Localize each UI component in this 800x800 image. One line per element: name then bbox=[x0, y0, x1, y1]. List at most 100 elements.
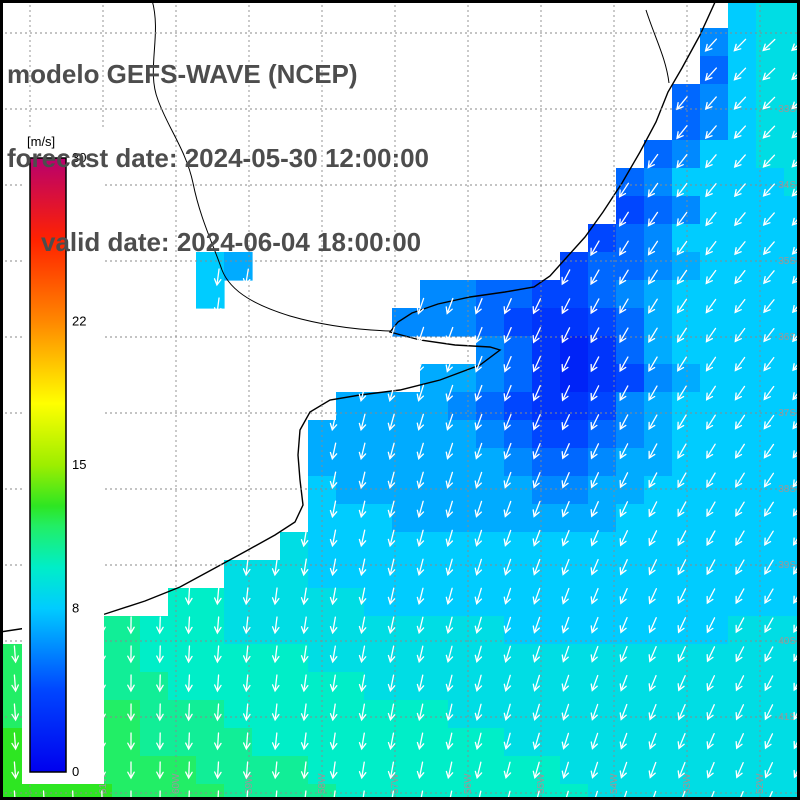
wind-arrow-icon bbox=[329, 471, 338, 490]
wind-arrow-icon bbox=[706, 472, 716, 489]
wind-arrow-icon bbox=[300, 703, 309, 722]
wind-arrow-icon bbox=[11, 732, 20, 751]
wind-arrow-icon bbox=[532, 674, 541, 692]
wind-arrow-icon bbox=[648, 732, 657, 750]
wind-arrow-icon bbox=[329, 616, 338, 635]
wind-arrow-icon bbox=[590, 501, 599, 518]
wind-arrow-icon bbox=[764, 733, 774, 750]
wind-arrow-icon bbox=[705, 356, 717, 372]
wind-arrow-icon bbox=[676, 96, 688, 111]
forecast-date: forecast date: 2024-05-30 12:00:00 bbox=[7, 143, 430, 173]
wind-arrow-icon bbox=[763, 299, 775, 314]
wind-arrow-icon bbox=[619, 414, 629, 431]
wind-arrow-icon bbox=[561, 472, 570, 489]
wind-arrow-icon bbox=[242, 703, 251, 722]
wind-arrow-icon bbox=[271, 761, 280, 780]
colorbar-tick-label: 0 bbox=[72, 764, 79, 779]
wind-arrow-icon bbox=[733, 67, 747, 81]
wind-arrow-icon bbox=[648, 472, 658, 489]
wind-arrow-icon bbox=[561, 674, 570, 692]
longitude-label: 53W bbox=[682, 773, 693, 794]
colorbar-tick-label: 8 bbox=[72, 600, 79, 615]
wind-arrow-icon bbox=[561, 414, 570, 431]
wind-arrow-icon bbox=[416, 355, 425, 373]
wind-arrow-icon bbox=[734, 356, 746, 372]
wind-arrow-icon bbox=[503, 500, 512, 518]
wind-arrow-icon bbox=[561, 529, 570, 547]
wind-arrow-icon bbox=[532, 356, 541, 373]
wind-arrow-icon bbox=[358, 645, 367, 664]
wind-arrow-icon bbox=[590, 732, 599, 750]
wind-arrow-icon bbox=[416, 500, 425, 519]
wind-arrow-icon bbox=[733, 183, 746, 198]
wind-arrow-icon bbox=[735, 762, 744, 779]
wind-arrow-icon bbox=[503, 355, 512, 373]
wind-arrow-icon bbox=[648, 530, 658, 547]
colorbar-tick-label: 22 bbox=[72, 314, 86, 329]
wind-arrow-icon bbox=[733, 154, 746, 169]
latitude-label: 38S bbox=[778, 484, 796, 495]
wind-arrow-icon bbox=[733, 125, 747, 139]
wind-arrow-icon bbox=[271, 616, 280, 635]
wind-arrow-icon bbox=[561, 298, 571, 315]
wind-arrow-icon bbox=[387, 558, 396, 577]
wind-arrow-icon bbox=[445, 500, 454, 518]
wind-arrow-icon bbox=[762, 125, 776, 139]
wind-arrow-icon bbox=[561, 269, 571, 286]
wind-arrow-icon bbox=[474, 471, 483, 489]
colorbar-unit-label: [m/s] bbox=[27, 134, 55, 149]
wind-arrow-icon bbox=[532, 442, 541, 460]
colorbar-legend: [m/s] 30 22 15 8 0 bbox=[22, 128, 104, 784]
wind-arrow-icon bbox=[676, 298, 688, 314]
wind-arrow-icon bbox=[561, 327, 571, 344]
wind-arrow-icon bbox=[734, 327, 746, 343]
latitude-label: 39S bbox=[778, 560, 796, 571]
wind-arrow-icon bbox=[704, 38, 718, 52]
wind-arrow-icon bbox=[618, 211, 629, 227]
wind-arrow-icon bbox=[676, 211, 688, 227]
wind-arrow-icon bbox=[677, 530, 687, 547]
wind-arrow-icon bbox=[474, 297, 483, 315]
wind-arrow-icon bbox=[214, 703, 222, 722]
wind-arrow-icon bbox=[358, 703, 367, 722]
wind-arrow-icon bbox=[300, 529, 309, 548]
wind-arrow-icon bbox=[213, 268, 222, 287]
wind-arrow-icon bbox=[648, 617, 657, 634]
wind-arrow-icon bbox=[676, 240, 688, 256]
colorbar-gradient bbox=[29, 157, 67, 773]
wind-arrow-icon bbox=[647, 182, 659, 198]
wind-arrow-icon bbox=[503, 413, 512, 431]
wind-arrow-icon bbox=[590, 472, 599, 489]
wind-arrow-icon bbox=[676, 327, 688, 343]
wind-arrow-icon bbox=[329, 442, 338, 461]
wind-arrow-icon bbox=[300, 732, 309, 751]
wind-arrow-icon bbox=[676, 269, 688, 285]
wind-arrow-icon bbox=[532, 327, 542, 344]
wind-arrow-icon bbox=[763, 501, 774, 517]
wind-arrow-icon bbox=[474, 558, 483, 576]
wind-arrow-icon bbox=[242, 558, 251, 577]
wind-arrow-icon bbox=[503, 558, 512, 576]
wind-arrow-icon bbox=[648, 588, 657, 605]
wind-arrow-icon bbox=[387, 529, 396, 548]
wind-arrow-icon bbox=[763, 270, 775, 285]
wind-arrow-icon bbox=[185, 674, 193, 693]
wind-arrow-icon bbox=[156, 616, 164, 635]
wind-arrow-icon bbox=[503, 384, 512, 402]
wind-arrow-icon bbox=[358, 732, 367, 751]
wind-arrow-icon bbox=[503, 616, 512, 634]
wind-arrow-icon bbox=[387, 674, 396, 693]
wind-arrow-icon bbox=[764, 675, 774, 692]
wind-arrow-icon bbox=[561, 703, 570, 721]
wind-arrow-icon bbox=[734, 443, 745, 459]
wind-arrow-icon bbox=[358, 558, 367, 577]
wind-arrow-icon bbox=[648, 298, 658, 314]
wind-arrow-icon bbox=[619, 443, 629, 460]
wind-arrow-icon bbox=[677, 385, 687, 401]
valid-date: valid date: 2024-06-04 18:00:00 bbox=[41, 227, 422, 257]
wind-arrow-icon bbox=[271, 558, 280, 577]
wind-arrow-icon bbox=[648, 559, 658, 576]
wind-arrow-icon bbox=[474, 645, 483, 663]
